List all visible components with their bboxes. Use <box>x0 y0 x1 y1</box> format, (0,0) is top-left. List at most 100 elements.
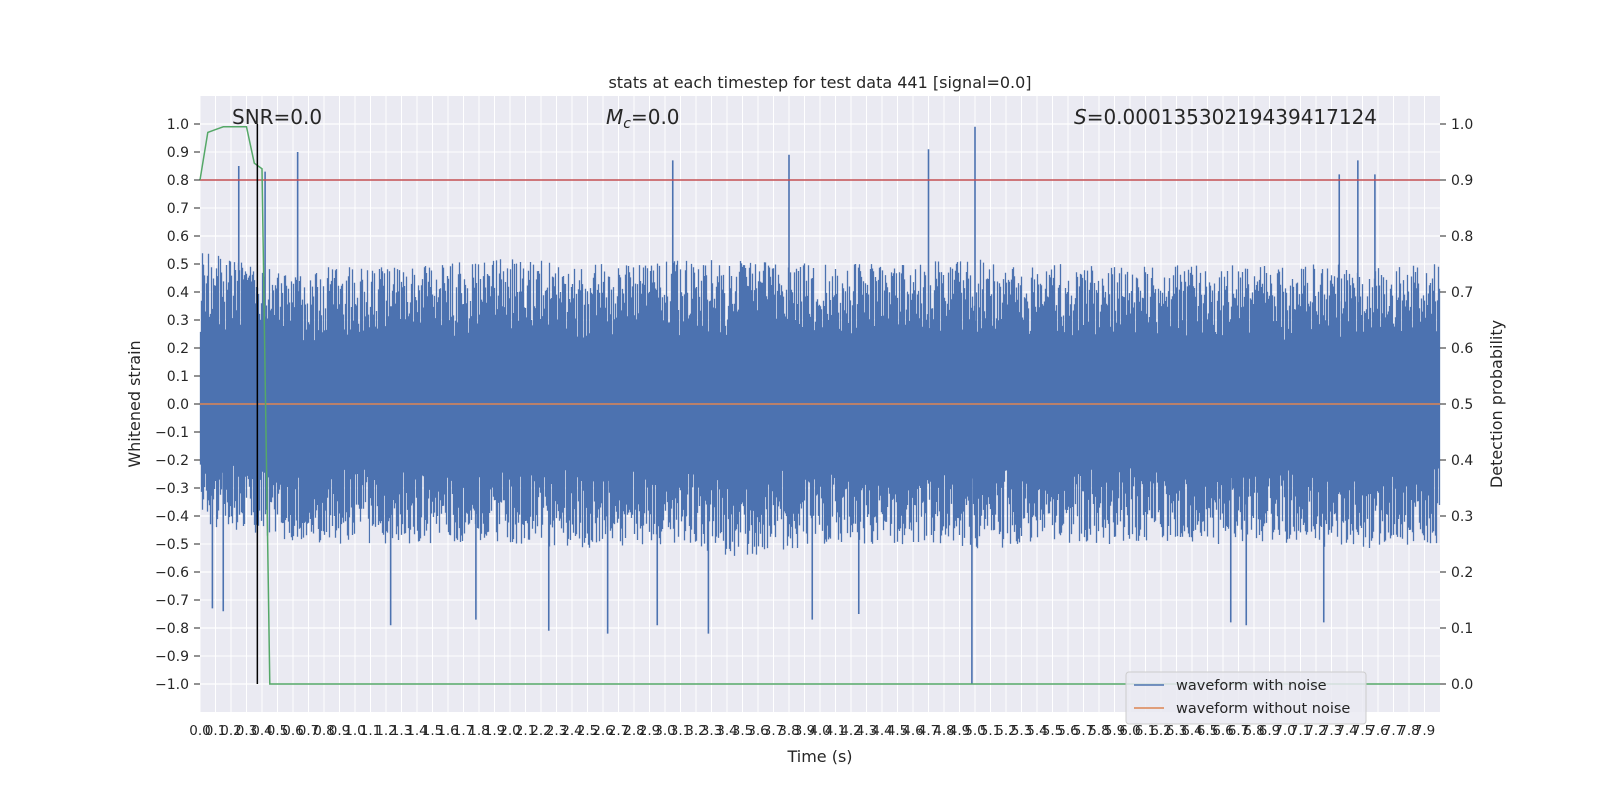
x-tick-label: 5.7 <box>1073 723 1094 739</box>
y2-tick-label: 0.2 <box>1451 565 1473 581</box>
x-tick-label: 3.5 <box>732 723 753 739</box>
x-tick-label: 1.5 <box>422 723 443 739</box>
x-tick-label: 2.6 <box>592 723 613 739</box>
x-tick-label: 4.3 <box>856 723 877 739</box>
y2-tick-label: 0.8 <box>1451 229 1473 245</box>
x-tick-label: 0.5 <box>267 723 288 739</box>
x-tick-label: 1.4 <box>406 723 427 739</box>
detection-probability-line <box>199 126 1440 685</box>
x-tick-label: 4.0 <box>809 723 830 739</box>
y2-tick-label: 0.6 <box>1451 341 1473 357</box>
x-tick-label: 0.2 <box>220 723 241 739</box>
x-tick-label: 5.9 <box>1104 723 1125 739</box>
x-tick-label: 1.8 <box>468 723 489 739</box>
x-tick-label: 5.2 <box>995 723 1016 739</box>
x-tick-label: 6.6 <box>1212 723 1233 739</box>
x-tick-label: 7.1 <box>1290 723 1311 739</box>
y2-tick-label: 1.0 <box>1451 117 1473 133</box>
x-tick-label: 0.6 <box>282 723 303 739</box>
x-tick-label: 6.3 <box>1166 723 1187 739</box>
y-tick-label: −0.4 <box>155 509 189 525</box>
legend-label-without-noise: waveform without noise <box>1176 701 1350 717</box>
x-tick-label: 3.4 <box>716 723 737 739</box>
x-tick-label: 0.4 <box>251 723 272 739</box>
y2-axis-label: Detection probability <box>1487 320 1506 488</box>
y-tick-label: 0.9 <box>167 145 189 161</box>
chirp-mass-symbol: M <box>606 105 623 129</box>
x-tick-label: 7.6 <box>1367 723 1388 739</box>
x-tick-label: 1.1 <box>360 723 381 739</box>
legend: waveform with noise waveform without noi… <box>1125 671 1367 725</box>
chirp-mass-annotation: Mc=0.0 <box>606 105 680 132</box>
x-tick-label: 3.0 <box>654 723 675 739</box>
x-tick-label: 6.4 <box>1181 723 1202 739</box>
x-tick-label: 7.4 <box>1336 723 1357 739</box>
y-tick-label: 0.3 <box>167 313 189 329</box>
x-tick-label: 2.9 <box>639 723 660 739</box>
x-tick-label: 0.7 <box>298 723 319 739</box>
x-tick-label: 5.5 <box>1042 723 1063 739</box>
x-tick-label: 2.4 <box>561 723 582 739</box>
x-tick-label: 3.9 <box>794 723 815 739</box>
y-tick-label: 0.5 <box>167 257 189 273</box>
y2-tick-label: 0.5 <box>1451 397 1473 413</box>
s-symbol: S <box>1074 105 1087 129</box>
x-tick-label: 7.5 <box>1352 723 1373 739</box>
x-tick-label: 0.8 <box>313 723 334 739</box>
x-tick-label: 2.7 <box>608 723 629 739</box>
s-annotation: S=0.00013530219439417124 <box>1074 105 1377 129</box>
y-tick-label: 0.6 <box>167 229 189 245</box>
x-tick-label: 5.0 <box>964 723 985 739</box>
y2-tick-label: 0.0 <box>1451 677 1473 693</box>
y-tick-label: −1.0 <box>155 677 189 693</box>
x-tick-label: 3.2 <box>685 723 706 739</box>
x-tick-label: 1.2 <box>375 723 396 739</box>
x-tick-label: 5.6 <box>1057 723 1078 739</box>
x-tick-label: 2.3 <box>546 723 567 739</box>
y-tick-label: −0.1 <box>155 425 189 441</box>
chirp-mass-value: =0.0 <box>631 105 680 129</box>
x-tick-label: 5.8 <box>1088 723 1109 739</box>
x-tick-label: 7.8 <box>1398 723 1419 739</box>
x-tick-label: 0.1 <box>205 723 226 739</box>
x-tick-label: 6.5 <box>1197 723 1218 739</box>
y-tick-label: 0.8 <box>167 173 189 189</box>
x-tick-label: 6.8 <box>1243 723 1264 739</box>
y-tick-label: 0.7 <box>167 201 189 217</box>
s-value: =0.00013530219439417124 <box>1087 105 1377 129</box>
x-tick-label: 0.9 <box>329 723 350 739</box>
x-tick-label: 7.2 <box>1305 723 1326 739</box>
x-tick-label: 4.4 <box>871 723 892 739</box>
x-tick-label: 6.7 <box>1228 723 1249 739</box>
x-tick-label: 2.1 <box>515 723 536 739</box>
x-tick-label: 4.9 <box>949 723 970 739</box>
x-tick-label: 6.9 <box>1259 723 1280 739</box>
y-tick-label: −0.7 <box>155 593 189 609</box>
x-tick-label: 1.7 <box>453 723 474 739</box>
x-tick-label: 4.1 <box>825 723 846 739</box>
y2-tick-label: 0.1 <box>1451 621 1473 637</box>
y-tick-label: −0.3 <box>155 481 189 497</box>
y-tick-label: −0.6 <box>155 565 189 581</box>
x-tick-label: 5.4 <box>1026 723 1047 739</box>
x-tick-label: 2.8 <box>623 723 644 739</box>
x-tick-label: 6.0 <box>1119 723 1140 739</box>
y2-tick-label: 0.9 <box>1451 173 1473 189</box>
x-tick-label: 7.9 <box>1414 723 1435 739</box>
y-tick-label: 0.0 <box>167 397 189 413</box>
x-tick-label: 5.1 <box>980 723 1001 739</box>
waveform-with-noise-trace <box>199 253 1441 556</box>
chirp-mass-subscript: c <box>623 116 631 132</box>
x-tick-label: 1.9 <box>484 723 505 739</box>
x-tick-label: 7.7 <box>1383 723 1404 739</box>
x-tick-label: 4.6 <box>902 723 923 739</box>
x-tick-label: 3.6 <box>747 723 768 739</box>
x-tick-label: 5.3 <box>1011 723 1032 739</box>
x-tick-label: 3.8 <box>778 723 799 739</box>
y-tick-label: −0.5 <box>155 537 189 553</box>
y-tick-labels: 1.0 0.9 0.8 0.7 0.6 0.5 0.4 0.3 0.2 0.1 0.0 −0.1 −0.… <box>155 117 200 693</box>
y2-tick-labels: 1.0 0.9 0.8 0.7 0.6 0.5 0.4 0.3 0.2 0.1 0.0 <box>1440 117 1473 693</box>
x-tick-label: 3.7 <box>763 723 784 739</box>
y-tick-label: 0.4 <box>167 285 189 301</box>
